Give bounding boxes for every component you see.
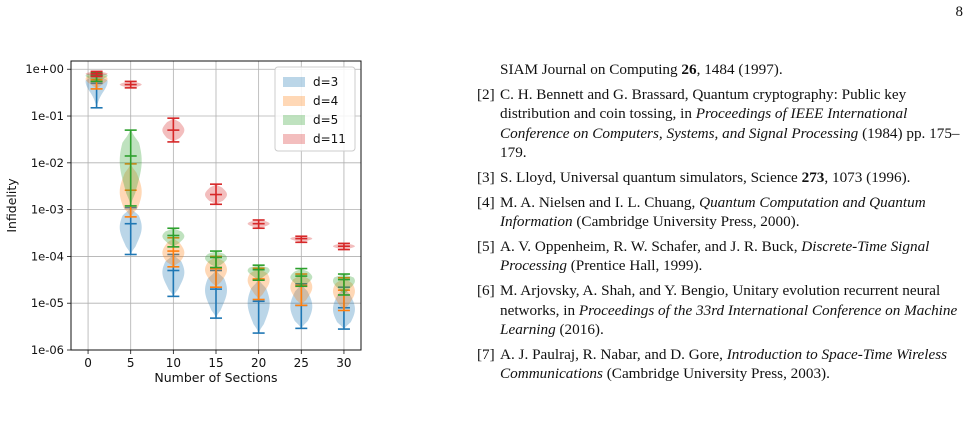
legend-label: d=5 (313, 113, 338, 127)
y-tick-label: 1e-02 (31, 156, 64, 170)
legend-swatch (283, 115, 305, 125)
reference-text: Quantum Computation and Quantum Informat… (500, 193, 926, 231)
reference-text: Proceedings of IEEE International Confer… (500, 105, 908, 142)
y-tick-label: 1e-04 (31, 249, 64, 263)
reference-text: C. H. Bennett and G. Brassard, Quantum c… (500, 85, 907, 123)
reference-text: (Prentice Hall, 1999). (566, 257, 703, 275)
reference-item: [7] A. J. Paulraj, R. Nabar, and D. Gore,… (468, 345, 962, 384)
legend-swatch (283, 96, 305, 106)
reference-text: (2016). (555, 321, 604, 339)
x-tick-label: 0 (84, 356, 92, 370)
y-tick-label: 1e-03 (31, 203, 64, 217)
reference-number: [3] (477, 168, 495, 186)
y-tick-label: 1e-05 (31, 296, 64, 310)
y-axis-label: Infidelity (4, 178, 19, 233)
reference-fragment-text: 26 (681, 61, 697, 78)
y-tick-label: 1e-01 (31, 109, 64, 123)
reference-text: (Cambridge University Press, 2000). (572, 213, 800, 231)
reference-text: A. V. Oppenheim, R. W. Schafer, and J. R… (500, 237, 802, 255)
reference-text: A. J. Paulraj, R. Nabar, and D. Gore, (500, 345, 727, 363)
reference-text: Proceedings of the 33rd International Co… (500, 301, 958, 339)
reference-number: [6] (477, 281, 495, 299)
page-number: 8 (955, 4, 964, 20)
legend-label: d=3 (313, 75, 338, 89)
reference-text: S. Lloyd, Universal quantum simulators, … (500, 168, 802, 186)
reference-text: Introduction to Space-Time Wireless Comm… (500, 345, 948, 383)
reference-text: 273 (801, 168, 825, 186)
reference-text: (Cambridge University Press, 2003). (602, 365, 830, 383)
reference-fragment-text: SIAM Journal on Computing (500, 61, 682, 78)
reference-number: [5] (477, 237, 495, 255)
x-tick-label: 10 (166, 356, 181, 370)
reference-fragment-text: , 1484 (1997). (696, 61, 783, 78)
reference-item: [3] S. Lloyd, Universal quantum simulator… (468, 168, 962, 188)
x-tick-label: 15 (208, 356, 223, 370)
y-tick-label: 1e-06 (31, 343, 64, 357)
reference-item: [2] C. H. Bennett and G. Brassard, Quantu… (468, 85, 962, 163)
reference-text: (1984) pp. 175–179. (500, 124, 960, 162)
reference-text: Discrete-Time Signal Processing (500, 237, 930, 275)
infidelity-violin-figure: 0 5 10 15 20 25 30 1e-06 1e-05 1e-04 1e-03 1e-02 1e-… (0, 40, 470, 404)
reference-item: [5] A. V. Oppenheim, R. W. Schafer, and J… (468, 237, 962, 276)
reference-list: SIAM Journal on Computing 26, 1484 (1997… (468, 60, 962, 389)
x-tick-label: 5 (127, 356, 135, 370)
reference-text: M. A. Nielsen and I. L. Chuang, (500, 193, 700, 211)
x-tick-label: 30 (336, 356, 351, 370)
x-axis-label: Number of Sections (154, 370, 277, 385)
legend-box (274, 66, 356, 152)
violin-chart: 0 5 10 15 20 25 30 1e-06 1e-05 1e-04 1e-03 1e-02 1e-… (4, 60, 362, 385)
reference-item: [4] M. A. Nielsen and I. L. Chuang, Quant… (468, 193, 962, 232)
reference-text: M. Arjovsky, A. Shah, and Y. Bengio, Uni… (500, 281, 941, 319)
reference-text: , 1073 (1996). (824, 168, 911, 186)
y-tick-label: 1e+00 (25, 62, 64, 76)
reference-number: [4] (477, 193, 495, 211)
reference-fragment: SIAM Journal on Computing 26, 1484 (1997… (468, 60, 962, 80)
legend-label: d=4 (313, 94, 338, 108)
reference-number: [7] (477, 345, 495, 363)
legend-label: d=11 (313, 132, 346, 146)
reference-item: [6] M. Arjovsky, A. Shah, and Y. Bengio, … (468, 281, 962, 340)
x-tick-label: 20 (251, 356, 266, 370)
reference-number: [2] (477, 85, 495, 103)
legend-swatch (283, 77, 305, 87)
x-tick-label: 25 (294, 356, 309, 370)
legend-swatch (283, 134, 305, 144)
